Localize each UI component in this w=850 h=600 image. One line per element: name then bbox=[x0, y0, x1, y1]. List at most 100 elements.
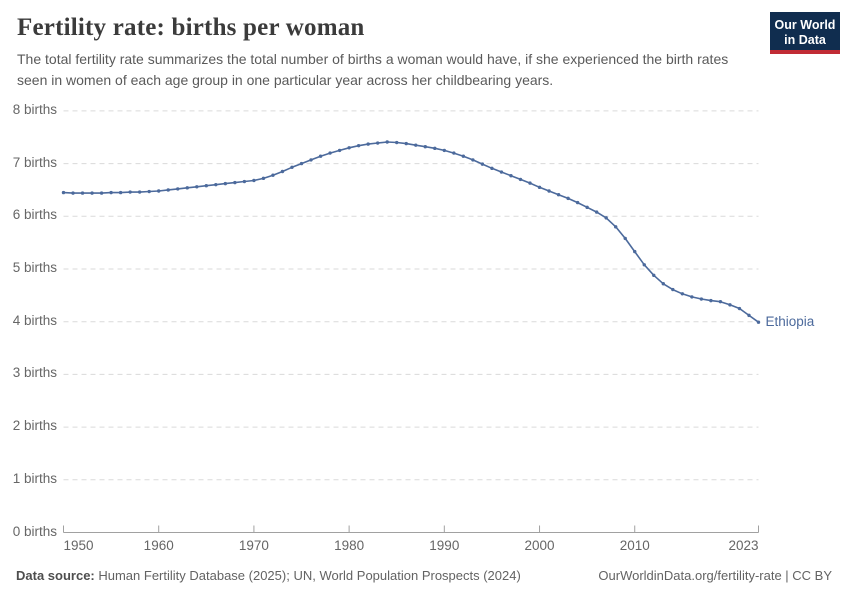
data-point-marker[interactable] bbox=[176, 187, 180, 191]
data-point-marker[interactable] bbox=[414, 143, 418, 147]
credit-link[interactable]: OurWorldinData.org/fertility-rate | CC B… bbox=[598, 568, 832, 583]
data-point-marker[interactable] bbox=[452, 151, 456, 155]
data-point-marker[interactable] bbox=[737, 306, 742, 311]
data-point-marker[interactable] bbox=[90, 191, 94, 195]
series-label-ethiopia[interactable]: Ethiopia bbox=[765, 314, 815, 330]
data-point-marker[interactable] bbox=[442, 148, 447, 153]
data-point-marker[interactable] bbox=[80, 191, 85, 195]
data-point-marker[interactable] bbox=[252, 178, 256, 183]
data-point-marker[interactable] bbox=[633, 249, 637, 254]
data-point-marker[interactable] bbox=[433, 146, 437, 151]
x-tick-label: 1970 bbox=[238, 538, 269, 553]
data-point-marker[interactable] bbox=[337, 148, 342, 153]
data-point-marker[interactable] bbox=[756, 320, 761, 324]
data-point-marker[interactable] bbox=[652, 273, 656, 278]
data-point-marker[interactable] bbox=[709, 298, 713, 303]
data-point-marker[interactable] bbox=[128, 190, 132, 194]
chart-footer: Data source: Human Fertility Database (2… bbox=[16, 568, 832, 583]
data-point-marker[interactable] bbox=[366, 142, 370, 146]
y-tick-label: 8 births bbox=[12, 101, 57, 117]
data-point-marker[interactable] bbox=[223, 181, 228, 186]
data-point-marker[interactable] bbox=[556, 192, 561, 197]
data-point-marker[interactable] bbox=[385, 140, 389, 144]
data-point-marker[interactable] bbox=[680, 292, 685, 296]
data-point-marker[interactable] bbox=[642, 263, 646, 267]
data-point-marker[interactable] bbox=[375, 141, 380, 145]
data-point-marker[interactable] bbox=[471, 158, 475, 162]
y-tick-label: 7 births bbox=[12, 154, 57, 170]
data-point-marker[interactable] bbox=[290, 165, 294, 169]
data-point-marker[interactable] bbox=[604, 216, 608, 220]
data-point-marker[interactable] bbox=[356, 143, 361, 148]
data-point-marker[interactable] bbox=[204, 184, 209, 188]
chart-header: Fertility rate: births per woman The tot… bbox=[17, 14, 757, 91]
data-point-marker[interactable] bbox=[157, 189, 161, 193]
data-point-marker[interactable] bbox=[699, 297, 704, 301]
data-point-marker[interactable] bbox=[328, 151, 332, 155]
data-point-marker[interactable] bbox=[109, 190, 113, 195]
data-point-marker[interactable] bbox=[271, 173, 275, 177]
y-tick-label: 1 births bbox=[12, 470, 57, 486]
data-point-marker[interactable] bbox=[585, 205, 589, 210]
data-point-marker[interactable] bbox=[261, 176, 266, 181]
data-point-marker[interactable] bbox=[242, 179, 247, 184]
data-source-text: Human Fertility Database (2025); UN, Wor… bbox=[94, 568, 521, 583]
y-tick-label: 5 births bbox=[12, 260, 57, 275]
data-point-marker[interactable] bbox=[528, 181, 532, 185]
data-point-marker[interactable] bbox=[613, 225, 618, 229]
data-point-marker[interactable] bbox=[537, 185, 542, 190]
data-point-marker[interactable] bbox=[661, 282, 665, 286]
data-point-marker[interactable] bbox=[309, 158, 313, 162]
data-point-marker[interactable] bbox=[99, 191, 104, 195]
x-tick-label: 1950 bbox=[63, 538, 94, 553]
data-point-marker[interactable] bbox=[623, 236, 627, 241]
y-tick-label: 4 births bbox=[12, 312, 57, 328]
data-point-marker[interactable] bbox=[299, 161, 304, 166]
data-point-marker[interactable] bbox=[280, 169, 285, 174]
data-point-marker[interactable] bbox=[233, 180, 237, 185]
data-point-marker[interactable] bbox=[518, 177, 523, 182]
data-point-marker[interactable] bbox=[71, 191, 75, 195]
data-point-marker[interactable] bbox=[195, 185, 199, 189]
data-point-marker[interactable] bbox=[395, 140, 399, 145]
page-title: Fertility rate: births per woman bbox=[17, 14, 365, 41]
data-point-marker[interactable] bbox=[547, 189, 551, 193]
data-source-label: Data source: bbox=[16, 568, 95, 583]
data-point-marker[interactable] bbox=[499, 170, 504, 174]
data-point-marker[interactable] bbox=[490, 166, 494, 171]
data-point-marker[interactable] bbox=[147, 189, 151, 194]
owid-logo-line2: in Data bbox=[784, 33, 826, 47]
data-point-marker[interactable] bbox=[509, 174, 513, 178]
data-point-marker[interactable] bbox=[166, 188, 170, 192]
y-tick-label: 3 births bbox=[12, 365, 57, 381]
data-point-marker[interactable] bbox=[575, 200, 580, 205]
data-point-marker[interactable] bbox=[728, 303, 732, 307]
data-point-marker[interactable] bbox=[185, 186, 189, 190]
x-tick-label: 2000 bbox=[524, 538, 555, 553]
data-point-marker[interactable] bbox=[671, 287, 675, 292]
series-line-ethiopia[interactable] bbox=[62, 141, 760, 323]
data-point-marker[interactable] bbox=[480, 162, 485, 166]
owid-logo-accent-bar bbox=[770, 50, 840, 54]
data-point-marker[interactable] bbox=[118, 190, 123, 195]
x-tick-label: 1960 bbox=[143, 538, 174, 553]
data-point-marker[interactable] bbox=[566, 196, 570, 201]
x-tick-label: 1980 bbox=[334, 538, 365, 553]
data-point-marker[interactable] bbox=[137, 190, 142, 194]
data-point-marker[interactable] bbox=[594, 210, 599, 214]
data-point-marker[interactable] bbox=[318, 154, 323, 158]
data-point-marker[interactable] bbox=[61, 190, 66, 195]
data-point-marker[interactable] bbox=[718, 299, 723, 304]
data-point-marker[interactable] bbox=[214, 182, 218, 187]
data-point-marker[interactable] bbox=[423, 145, 427, 149]
owid-logo[interactable]: Our World in Data bbox=[770, 12, 840, 54]
y-tick-label: 2 births bbox=[12, 418, 57, 434]
x-tick-label: 1990 bbox=[429, 538, 460, 553]
data-point-marker[interactable] bbox=[461, 154, 466, 158]
data-point-marker[interactable] bbox=[404, 141, 408, 146]
data-point-marker[interactable] bbox=[690, 295, 694, 299]
data-point-marker[interactable] bbox=[347, 146, 351, 150]
data-point-marker[interactable] bbox=[747, 313, 751, 318]
